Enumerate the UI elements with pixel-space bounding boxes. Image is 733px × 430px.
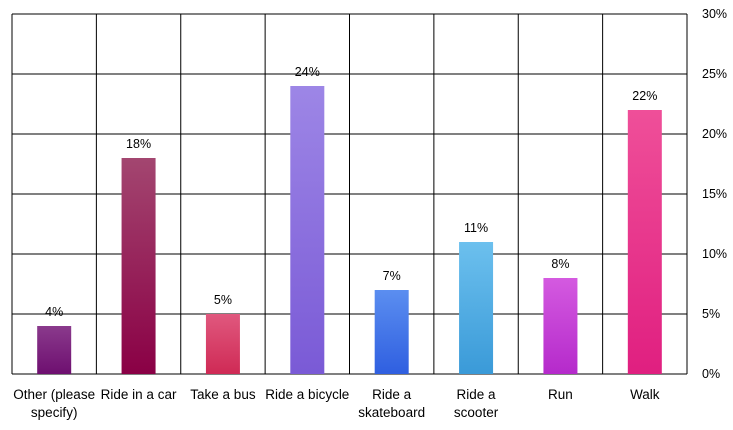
bars — [37, 86, 662, 374]
y-axis-tick-labels: 0% 5% 10% 15% 20% 25% 30% — [702, 7, 727, 381]
bar — [459, 242, 494, 374]
data-label: 8% — [551, 257, 569, 271]
category-label: Other (please — [13, 387, 95, 402]
bar — [290, 86, 325, 374]
data-labels: 4% 18% 5% 24% 7% 11% 8% 22% — [45, 65, 657, 319]
category-label: Ride in a car — [101, 387, 177, 402]
category-label: Ride a — [457, 387, 497, 402]
data-label: 22% — [632, 89, 657, 103]
category-label: skateboard — [358, 405, 425, 420]
grid — [11, 13, 688, 375]
category-label: scooter — [454, 405, 499, 420]
bar — [627, 110, 662, 374]
data-label: 24% — [295, 65, 320, 79]
category-label: Ride a — [372, 387, 412, 402]
category-label: Walk — [630, 387, 660, 402]
bar — [121, 158, 156, 374]
y-tick-label: 15% — [702, 187, 727, 201]
data-label: 18% — [126, 137, 151, 151]
category-label: Take a bus — [190, 387, 256, 402]
y-tick-label: 10% — [702, 247, 727, 261]
bar — [205, 314, 240, 374]
x-axis-category-labels: Other (please specify) Ride in a car Take a… — [13, 387, 660, 420]
data-label: 7% — [383, 269, 401, 283]
y-tick-label: 0% — [702, 367, 720, 381]
data-label: 5% — [214, 293, 232, 307]
y-tick-label: 20% — [702, 127, 727, 141]
data-label: 11% — [464, 221, 488, 235]
category-label: specify) — [31, 405, 78, 420]
category-label: Ride a bicycle — [265, 387, 349, 402]
bar — [543, 278, 578, 374]
category-label: Run — [548, 387, 573, 402]
y-tick-label: 30% — [702, 7, 727, 21]
data-label: 4% — [45, 305, 63, 319]
y-tick-label: 25% — [702, 67, 727, 81]
y-tick-label: 5% — [702, 307, 720, 321]
bar — [374, 290, 409, 374]
bar — [37, 326, 72, 374]
